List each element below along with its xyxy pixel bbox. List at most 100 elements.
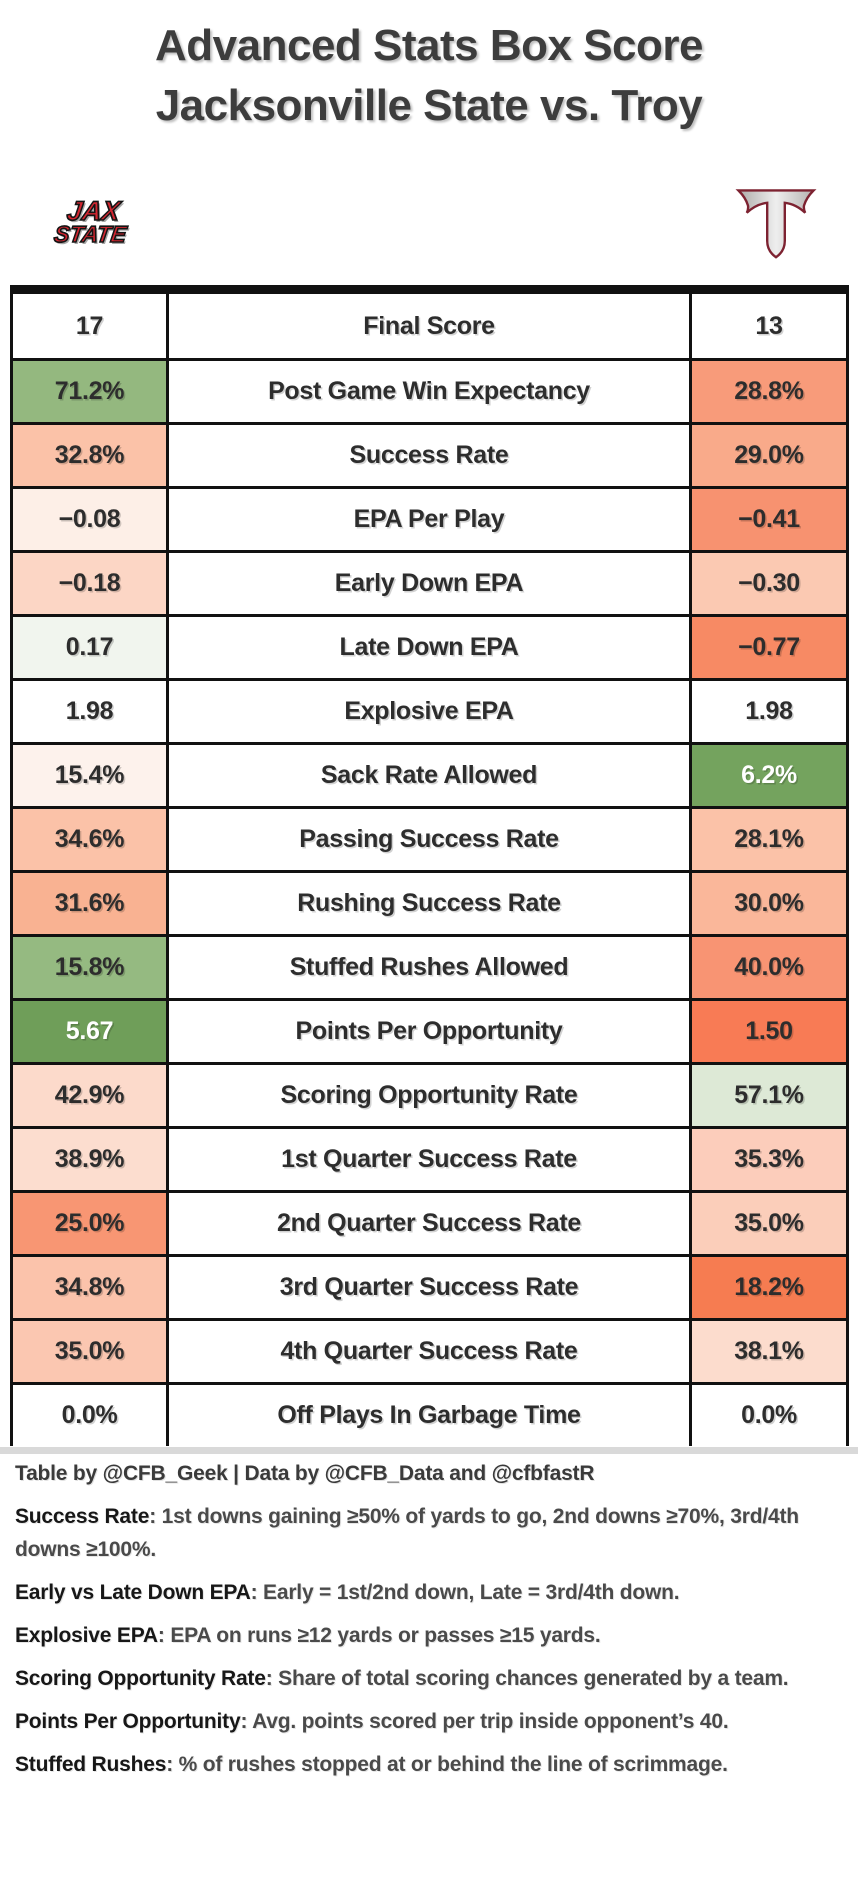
table-row: 38.9% 1st Quarter Success Rate 35.3% <box>13 1126 846 1190</box>
home-value-cell: 35.0% <box>13 1321 169 1382</box>
away-value-cell: 28.8% <box>689 361 846 422</box>
away-value-cell: 28.1% <box>689 809 846 870</box>
table-row: 34.8% 3rd Quarter Success Rate 18.2% <box>13 1254 846 1318</box>
page-title: Advanced Stats Box Score Jacksonville St… <box>0 16 858 136</box>
home-value-cell: −0.08 <box>13 489 169 550</box>
title-line-1: Advanced Stats Box Score <box>155 21 703 70</box>
jax-logo-text-bottom: STATE <box>52 220 129 248</box>
away-value-cell: −0.30 <box>689 553 846 614</box>
note-description: : Share of total scoring chances generat… <box>265 1667 789 1690</box>
jax-state-logo: JAX STATE <box>39 195 145 248</box>
home-value-cell: 42.9% <box>13 1065 169 1126</box>
table-row: 0.17 Late Down EPA −0.77 <box>13 614 846 678</box>
home-value-cell: 32.8% <box>13 425 169 486</box>
table-row: −0.08 EPA Per Play −0.41 <box>13 486 846 550</box>
away-value-cell: 6.2% <box>689 745 846 806</box>
table-row: 31.6% Rushing Success Rate 30.0% <box>13 870 846 934</box>
note-term: Points Per Opportunity <box>15 1710 241 1733</box>
table-row: 5.67 Points Per Opportunity 1.50 <box>13 998 846 1062</box>
metric-label-cell: Stuffed Rushes Allowed <box>169 937 689 998</box>
home-value-cell: 38.9% <box>13 1129 169 1190</box>
table-row: 42.9% Scoring Opportunity Rate 57.1% <box>13 1062 846 1126</box>
home-value-cell: 34.6% <box>13 809 169 870</box>
metric-label-cell: Sack Rate Allowed <box>169 745 689 806</box>
metric-label-cell: 3rd Quarter Success Rate <box>169 1257 689 1318</box>
stat-definition-note: Early vs Late Down EPA: Early = 1st/2nd … <box>15 1576 841 1609</box>
home-value-cell: −0.18 <box>13 553 169 614</box>
metric-label-cell: Points Per Opportunity <box>169 1001 689 1062</box>
away-value-cell: 57.1% <box>689 1065 846 1126</box>
metric-label-cell: Rushing Success Rate <box>169 873 689 934</box>
table-row: 34.6% Passing Success Rate 28.1% <box>13 806 846 870</box>
away-value-cell: 40.0% <box>689 937 846 998</box>
table-row: 32.8% Success Rate 29.0% <box>13 422 846 486</box>
home-value-cell: 34.8% <box>13 1257 169 1318</box>
away-value-cell: 18.2% <box>689 1257 846 1318</box>
home-value-cell: 1.98 <box>13 681 169 742</box>
note-description: : EPA on runs ≥12 yards or passes ≥15 ya… <box>157 1624 601 1647</box>
note-term: Early vs Late Down EPA <box>15 1581 251 1604</box>
home-value-cell: 0.17 <box>13 617 169 678</box>
home-value-cell: 15.8% <box>13 937 169 998</box>
stat-definition-note: Points Per Opportunity: Avg. points scor… <box>15 1705 841 1738</box>
note-description: : 1st downs gaining ≥50% of yards to go,… <box>15 1505 799 1561</box>
metric-label-cell: 4th Quarter Success Rate <box>169 1321 689 1382</box>
away-value-cell: 13 <box>689 294 846 358</box>
table-row: 15.8% Stuffed Rushes Allowed 40.0% <box>13 934 846 998</box>
metric-label-cell: Explosive EPA <box>169 681 689 742</box>
stats-table-body: 17 Final Score 13 71.2% Post Game Win Expect… <box>13 294 846 1446</box>
metric-label-cell: Late Down EPA <box>169 617 689 678</box>
note-term: Stuffed Rushes <box>15 1753 167 1776</box>
credit-line: Table by @CFB_Geek | Data by @CFB_Data a… <box>15 1462 595 1485</box>
stat-definition-note: Stuffed Rushes: % of rushes stopped at o… <box>15 1748 841 1781</box>
table-row: 0.0% Off Plays In Garbage Time 0.0% <box>13 1382 846 1446</box>
metric-label-cell: Early Down EPA <box>169 553 689 614</box>
home-value-cell: 15.4% <box>13 745 169 806</box>
note-term: Scoring Opportunity Rate <box>15 1667 266 1690</box>
away-value-cell: 38.1% <box>689 1321 846 1382</box>
home-value-cell: 17 <box>13 294 169 358</box>
table-row: 25.0% 2nd Quarter Success Rate 35.0% <box>13 1190 846 1254</box>
away-value-cell: 30.0% <box>689 873 846 934</box>
metric-label-cell: EPA Per Play <box>169 489 689 550</box>
metric-label-cell: Off Plays In Garbage Time <box>169 1385 689 1446</box>
footer: Table by @CFB_Geek | Data by @CFB_Data a… <box>15 1462 841 1791</box>
note-term: Success Rate <box>15 1505 150 1528</box>
away-value-cell: 0.0% <box>689 1385 846 1446</box>
home-value-cell: 0.0% <box>13 1385 169 1446</box>
home-value-cell: 31.6% <box>13 873 169 934</box>
note-description: : % of rushes stopped at or behind the l… <box>166 1753 728 1776</box>
metric-label-cell: 2nd Quarter Success Rate <box>169 1193 689 1254</box>
note-term: Explosive EPA <box>15 1624 158 1647</box>
away-value-cell: 29.0% <box>689 425 846 486</box>
metric-label-cell: Final Score <box>169 294 689 358</box>
table-row: 35.0% 4th Quarter Success Rate 38.1% <box>13 1318 846 1382</box>
table-row: 71.2% Post Game Win Expectancy 28.8% <box>13 358 846 422</box>
stat-definition-note: Scoring Opportunity Rate: Share of total… <box>15 1662 841 1695</box>
stats-table: 17 Final Score 13 71.2% Post Game Win Expect… <box>10 285 849 1446</box>
stat-definition-note: Success Rate: 1st downs gaining ≥50% of … <box>15 1500 841 1566</box>
metric-label-cell: Scoring Opportunity Rate <box>169 1065 689 1126</box>
note-description: : Avg. points scored per trip inside opp… <box>240 1710 729 1733</box>
stat-definition-note: Explosive EPA: EPA on runs ≥12 yards or … <box>15 1619 841 1652</box>
away-value-cell: 1.50 <box>689 1001 846 1062</box>
home-value-cell: 25.0% <box>13 1193 169 1254</box>
away-value-cell: 35.0% <box>689 1193 846 1254</box>
table-row: 1.98 Explosive EPA 1.98 <box>13 678 846 742</box>
title-line-2: Jacksonville State vs. Troy <box>155 81 703 130</box>
home-value-cell: 71.2% <box>13 361 169 422</box>
away-value-cell: −0.41 <box>689 489 846 550</box>
table-row: 15.4% Sack Rate Allowed 6.2% <box>13 742 846 806</box>
away-value-cell: 35.3% <box>689 1129 846 1190</box>
metric-label-cell: 1st Quarter Success Rate <box>169 1129 689 1190</box>
table-row: −0.18 Early Down EPA −0.30 <box>13 550 846 614</box>
away-value-cell: −0.77 <box>689 617 846 678</box>
troy-t-icon <box>735 189 817 259</box>
metric-label-cell: Post Game Win Expectancy <box>169 361 689 422</box>
table-row: 17 Final Score 13 <box>13 294 846 358</box>
notes: Success Rate: 1st downs gaining ≥50% of … <box>15 1500 841 1781</box>
metric-label-cell: Passing Success Rate <box>169 809 689 870</box>
home-value-cell: 5.67 <box>13 1001 169 1062</box>
note-description: : Early = 1st/2nd down, Late = 3rd/4th d… <box>250 1581 680 1604</box>
